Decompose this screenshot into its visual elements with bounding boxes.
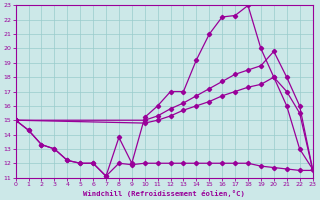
X-axis label: Windchill (Refroidissement éolien,°C): Windchill (Refroidissement éolien,°C) <box>83 190 245 197</box>
